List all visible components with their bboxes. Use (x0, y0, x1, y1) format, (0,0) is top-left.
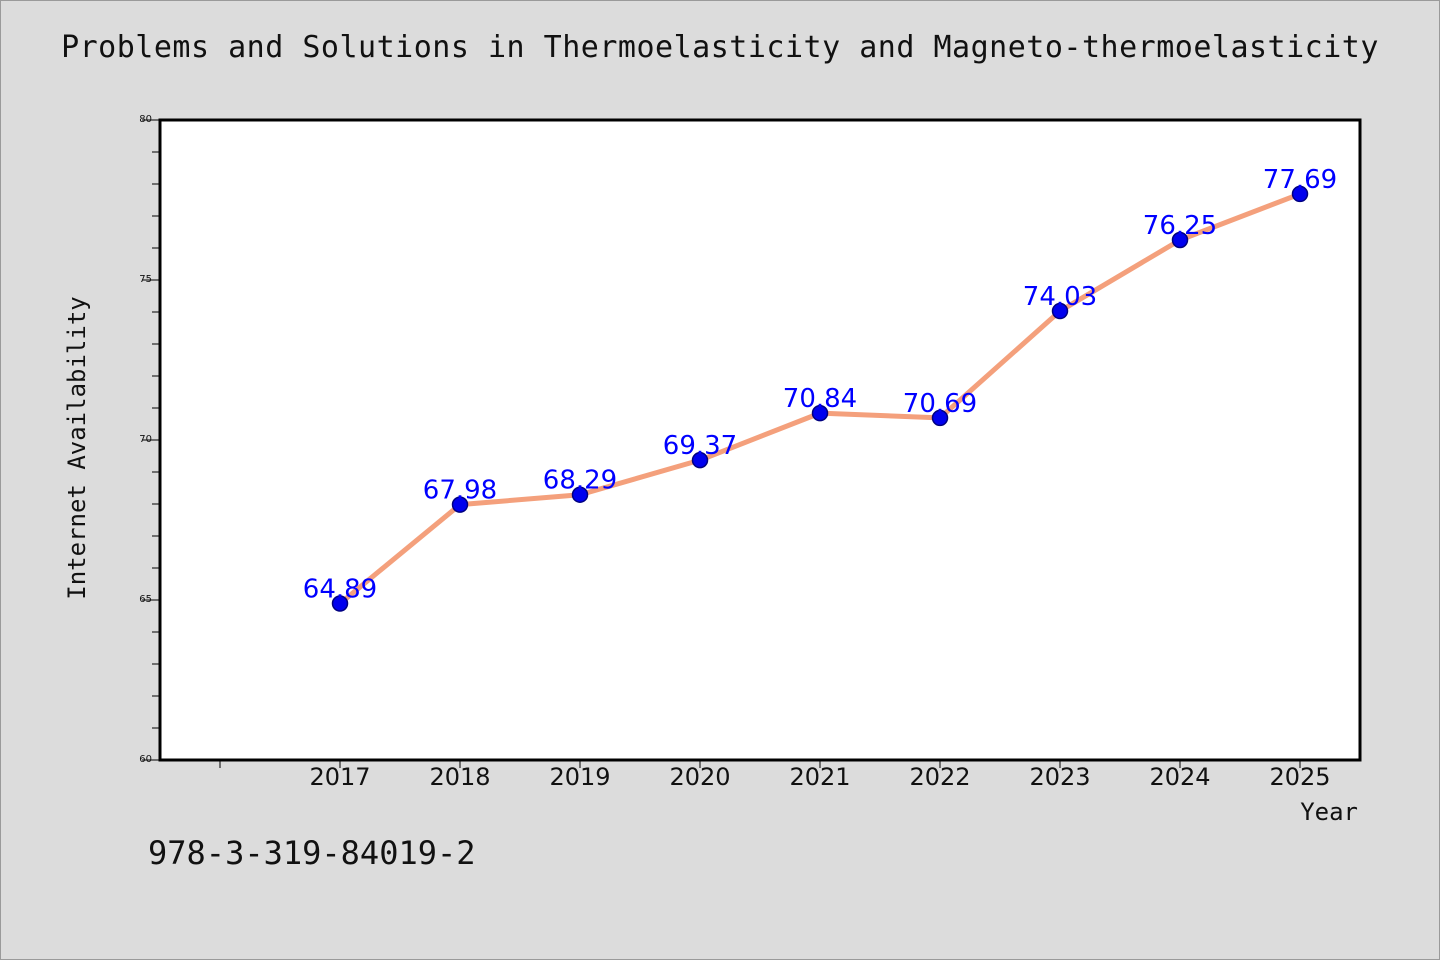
y-tick-label: 70 (139, 434, 152, 445)
x-tick-label: 2018 (429, 763, 490, 791)
data-label: 68.29 (543, 466, 617, 496)
isbn-footnote: 978-3-319-84019-2 (148, 834, 476, 872)
y-axis-ticks: 60 65 70 75 80 (139, 114, 160, 765)
data-label: 67.98 (423, 476, 497, 506)
data-point (931, 409, 949, 427)
data-point (691, 451, 709, 469)
data-label: 70.84 (783, 384, 857, 414)
x-tick-label: 2025 (1269, 763, 1330, 791)
x-tick-label: 2024 (1149, 763, 1210, 791)
data-label: 76.25 (1143, 211, 1217, 241)
y-tick-label: 75 (139, 274, 152, 285)
y-axis-title: Internet Availability (63, 296, 91, 599)
x-axis-title: Year (1300, 798, 1358, 826)
data-label: 64.89 (303, 575, 377, 605)
data-label: 70.69 (903, 389, 977, 419)
y-tick-label: 80 (139, 114, 152, 125)
y-tick-label: 65 (139, 594, 152, 605)
data-point (1051, 302, 1069, 320)
chart-title: Problems and Solutions in Thermoelastici… (61, 30, 1379, 65)
plot-area (158, 118, 1362, 762)
data-point (331, 595, 349, 612)
series-group: 64.89 67.98 68.29 69.37 70.84 70.69 74.03 76.25… (303, 165, 1337, 612)
x-tick-label: 2023 (1029, 763, 1090, 791)
data-point (811, 404, 829, 422)
data-point (1171, 231, 1189, 249)
x-tick-label: 2021 (789, 763, 850, 791)
x-tick-label: 2019 (549, 763, 610, 791)
x-tick-label: 2022 (909, 763, 970, 791)
data-label: 74.03 (1023, 282, 1097, 312)
data-point (451, 496, 469, 513)
data-point (571, 486, 589, 503)
x-tick-label: 2017 (309, 763, 370, 791)
data-point (1291, 185, 1309, 203)
data-label: 77.69 (1263, 165, 1337, 195)
x-axis-ticks: 2017 2018 2019 2020 2021 2022 2023 2024 2025 (219, 760, 1331, 791)
x-tick-label: 2020 (669, 763, 730, 791)
y-tick-label: 60 (139, 754, 152, 765)
data-label: 69.37 (663, 431, 737, 461)
